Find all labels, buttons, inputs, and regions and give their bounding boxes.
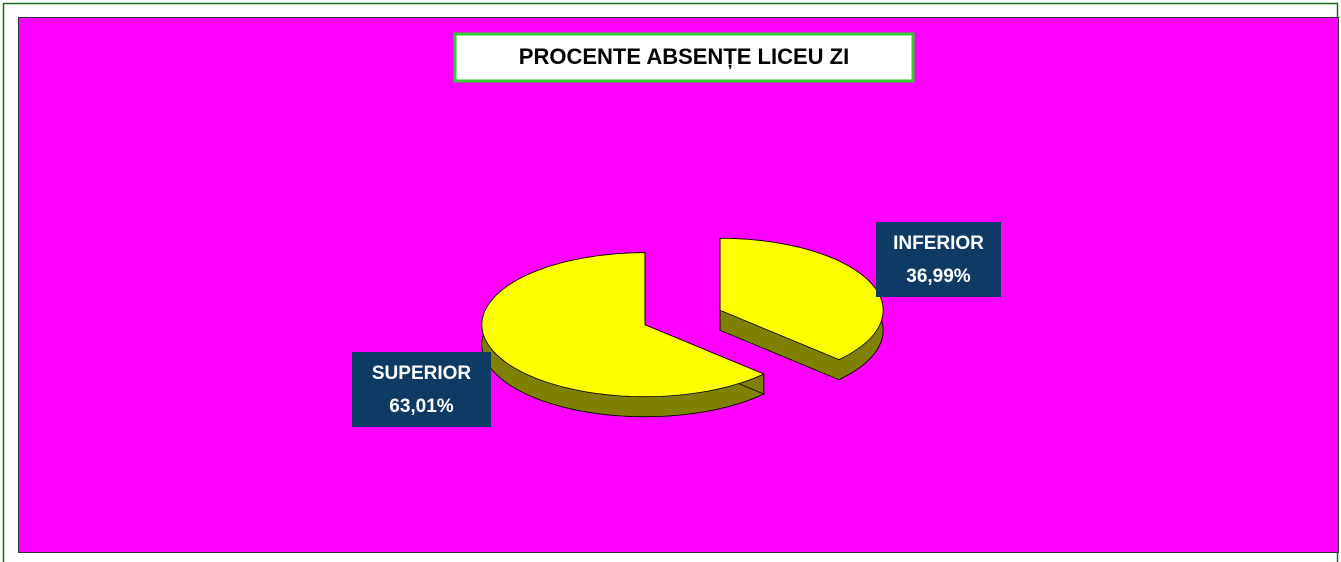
data-label-value: 63,01% bbox=[389, 396, 454, 417]
data-label-box bbox=[876, 222, 1001, 297]
slice bbox=[481, 252, 765, 398]
chart-title: PROCENTE ABSENȚE LICEU ZI bbox=[519, 44, 849, 69]
data-label-category: SUPERIOR bbox=[372, 363, 472, 384]
slice bbox=[719, 237, 884, 360]
data-label-value: 36,99% bbox=[906, 266, 971, 287]
data-label-category: INFERIOR bbox=[893, 233, 984, 254]
data-label-box bbox=[352, 352, 491, 427]
title-box bbox=[453, 32, 915, 83]
plot-area bbox=[18, 17, 1339, 553]
